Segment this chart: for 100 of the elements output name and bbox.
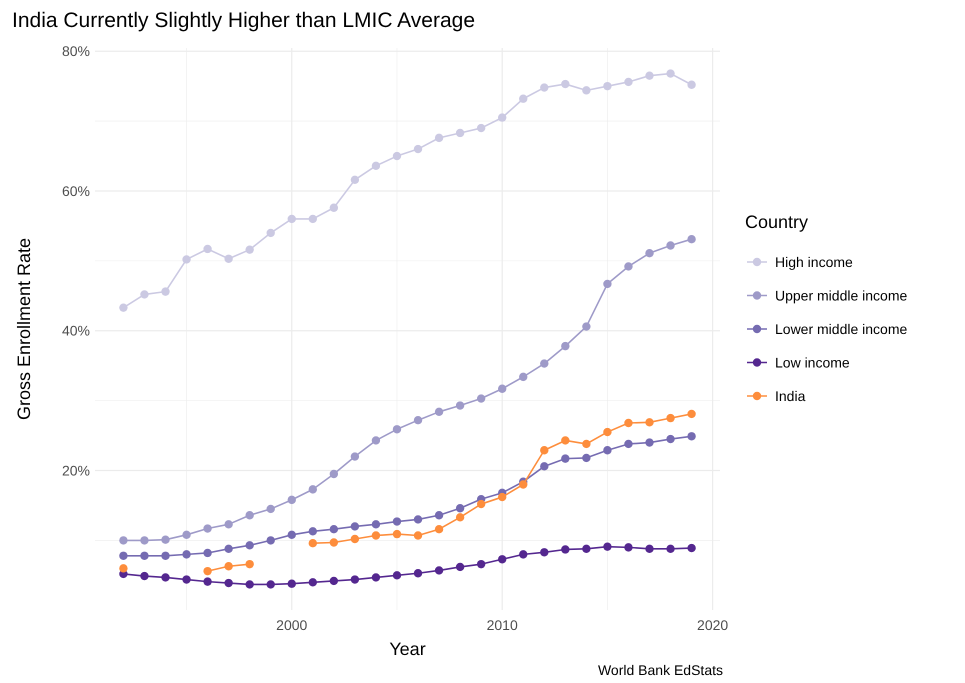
point [666, 434, 675, 444]
point [414, 144, 422, 154]
point [476, 124, 486, 132]
point [350, 522, 360, 531]
point [414, 569, 422, 578]
point [476, 500, 486, 508]
point [372, 436, 380, 445]
point [624, 262, 633, 271]
point [414, 515, 422, 524]
point [456, 562, 464, 572]
point [119, 564, 128, 573]
point [540, 83, 548, 92]
point [687, 235, 696, 244]
point [582, 86, 591, 95]
point [350, 452, 360, 461]
point [308, 214, 318, 224]
point [645, 418, 654, 426]
point [519, 550, 528, 559]
point [350, 534, 360, 544]
point [245, 511, 254, 520]
point [666, 544, 675, 553]
point [624, 543, 633, 552]
point [203, 577, 212, 586]
point [224, 254, 233, 263]
point [498, 113, 506, 122]
point [434, 134, 444, 142]
x-tick-label: 2010 [486, 617, 518, 633]
point [288, 530, 296, 540]
point [561, 80, 570, 88]
point [288, 496, 296, 504]
point [224, 562, 233, 570]
point [414, 416, 422, 424]
point [498, 555, 506, 564]
point [308, 485, 318, 494]
point [603, 428, 612, 436]
point [392, 517, 402, 526]
point [288, 580, 296, 588]
point [540, 548, 548, 556]
x-tick-label: 2020 [697, 617, 728, 633]
legend-label: Lower middle income [775, 320, 908, 337]
point [245, 541, 254, 550]
point [434, 525, 444, 534]
point [224, 520, 233, 529]
point [540, 462, 548, 471]
point [687, 80, 696, 89]
point [308, 578, 318, 587]
legend-title: Country [745, 212, 808, 232]
point [266, 504, 275, 514]
point [498, 384, 506, 393]
point [308, 527, 318, 536]
point [182, 530, 191, 540]
point [140, 572, 149, 580]
point [540, 359, 548, 368]
point [245, 580, 254, 589]
point [434, 566, 444, 575]
point [645, 544, 654, 553]
point [498, 492, 506, 502]
point [203, 244, 212, 254]
point [456, 128, 464, 138]
point [666, 69, 675, 78]
point [645, 71, 654, 80]
point [330, 470, 338, 478]
point [330, 576, 338, 586]
y-tick-label: 20% [62, 462, 90, 478]
point [624, 418, 633, 428]
x-tick-label: 2000 [276, 617, 308, 633]
point [203, 566, 212, 576]
y-tick-label: 40% [62, 322, 90, 339]
point [392, 425, 402, 434]
chart-title: India Currently Slightly Higher than LMIC Average [12, 9, 476, 32]
x-axis-title: Year [389, 639, 426, 659]
point [519, 480, 528, 489]
point [182, 550, 191, 559]
legend-label: India [775, 388, 806, 404]
point [582, 544, 591, 553]
point [245, 245, 254, 254]
point [645, 248, 654, 258]
point [645, 438, 654, 447]
point [161, 536, 170, 544]
point [330, 525, 338, 534]
point [582, 322, 591, 331]
point [266, 580, 275, 589]
point [308, 538, 318, 548]
point [666, 241, 675, 250]
point [140, 552, 149, 560]
point [140, 536, 149, 545]
y-tick-label: 60% [62, 182, 90, 199]
point [266, 536, 275, 545]
point [330, 538, 338, 547]
point [561, 342, 570, 350]
point [224, 578, 233, 588]
point [519, 94, 528, 103]
point [456, 513, 464, 522]
point [456, 401, 464, 410]
legend-label: Low income [775, 354, 850, 370]
point [140, 290, 149, 299]
point [392, 571, 402, 580]
point [266, 228, 275, 238]
point [476, 394, 486, 403]
point [687, 432, 696, 440]
